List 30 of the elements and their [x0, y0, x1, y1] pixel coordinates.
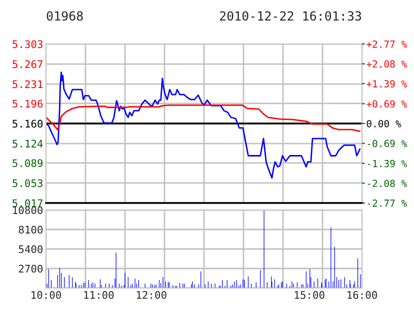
line-series — [46, 104, 361, 132]
y-tick-label: 5.089 — [12, 159, 43, 168]
y-tick-label: 5.053 — [12, 179, 42, 188]
y-tick-label: 5.303 — [12, 40, 42, 48]
chart-title: 01968 — [46, 11, 83, 21]
y-tick-label: 5.231 — [12, 80, 43, 88]
y-tick-label: 5.160 — [12, 120, 43, 128]
y-tick-label: 5.196 — [12, 100, 43, 108]
y2-tick-label: +2.77 % — [366, 40, 407, 48]
y-tick-label: 8100 — [18, 226, 43, 234]
y2-tick-label: -1.39 % — [368, 160, 407, 168]
x-tick-label: 15:00 — [294, 291, 324, 299]
y2-tick-label: -2.08 % — [368, 180, 407, 188]
y2-tick-label: 0.00 % — [366, 120, 402, 128]
y2-tick-label: +2.08 % — [366, 60, 407, 68]
y-tick-label: 2700 — [18, 264, 43, 273]
x-tick-label: 10:00 — [32, 291, 62, 299]
y2-tick-label: +1.39 % — [366, 80, 407, 88]
y-tick-label: 10800 — [13, 206, 43, 214]
y-tick-label: 5.267 — [12, 60, 42, 68]
y2-tick-label: -2.77 % — [368, 200, 407, 207]
y-tick-label: 5.124 — [12, 140, 43, 148]
x-tick-label: 12:00 — [136, 291, 166, 299]
x-tick-label: 11:00 — [84, 291, 114, 299]
y-tick-label: 5400 — [18, 245, 43, 254]
line-series — [46, 72, 361, 179]
chart-subtitle: 2010-12-22 16:01:33 — [220, 11, 362, 21]
x-tick-label: 16:00 — [348, 291, 378, 299]
y2-tick-label: -0.69 % — [368, 140, 407, 148]
y2-tick-label: +0.69 % — [366, 100, 407, 108]
